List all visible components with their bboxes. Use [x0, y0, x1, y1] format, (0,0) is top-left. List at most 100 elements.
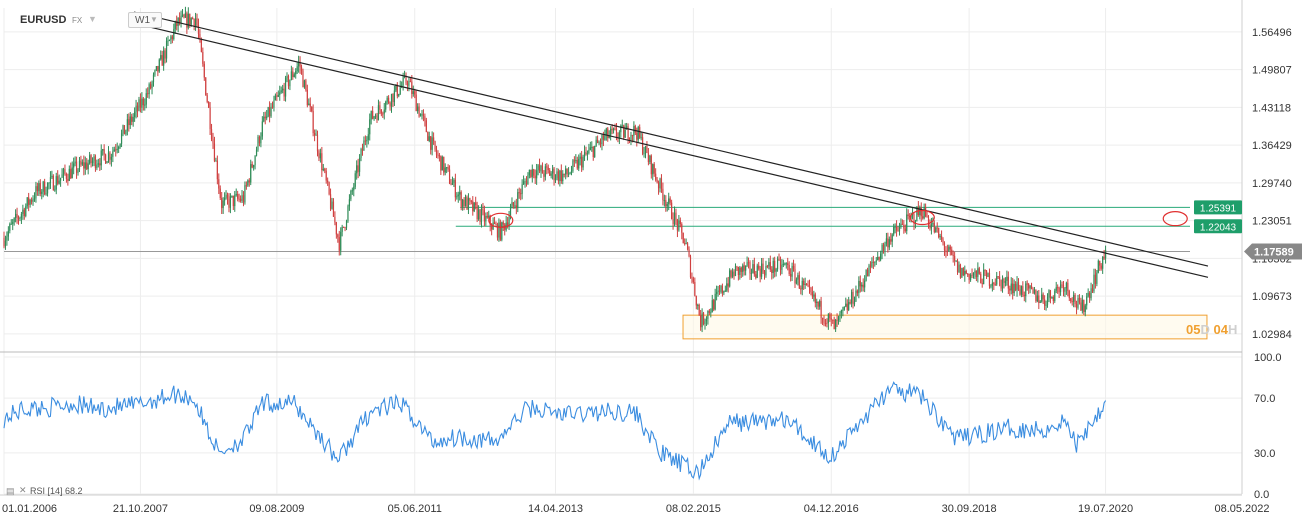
candle-body	[971, 274, 973, 276]
candle-body	[472, 201, 474, 212]
candle-body	[512, 202, 515, 206]
level-badge	[1194, 219, 1242, 234]
candle-body	[180, 15, 182, 23]
candle-body	[839, 313, 841, 317]
symbol-label[interactable]: EURUSD	[20, 14, 67, 26]
ellipse-marker	[1162, 211, 1188, 227]
candle-body	[312, 111, 314, 134]
x-tick-label: 01.01.2006	[2, 503, 57, 515]
candle-body	[771, 269, 773, 273]
candle-body	[422, 113, 425, 117]
candle-body	[999, 276, 1001, 280]
candle-body	[930, 224, 933, 229]
candle-body	[104, 154, 107, 164]
candle-body	[1059, 284, 1062, 293]
candle-body	[122, 125, 124, 134]
candle-body	[647, 153, 649, 163]
y-tick-label: 1.29740	[1252, 178, 1292, 190]
candle-body	[994, 284, 996, 286]
candle-body	[183, 14, 185, 18]
candle-body	[347, 206, 349, 222]
candle-body	[341, 226, 343, 232]
candle-body	[869, 265, 872, 267]
candle-body	[196, 18, 198, 26]
last-price-badge	[1244, 243, 1302, 260]
candle-body	[707, 310, 709, 319]
candle-body	[99, 163, 101, 166]
candle-body	[239, 198, 242, 202]
candle-body	[557, 171, 560, 181]
candle-body	[775, 269, 777, 272]
candle-body	[983, 269, 985, 285]
candle-body	[823, 319, 825, 323]
candle-body	[887, 238, 889, 248]
candle-body	[528, 169, 530, 176]
candle-body	[132, 116, 134, 122]
candle-body	[383, 109, 385, 114]
candle-body	[57, 176, 59, 184]
candle-body	[653, 164, 655, 174]
candle-body	[541, 165, 544, 174]
candle-body	[861, 284, 863, 287]
candle-body	[782, 263, 784, 265]
close-icon[interactable]: ✕	[19, 485, 27, 495]
candle-body	[141, 98, 143, 108]
candle-body	[176, 20, 178, 26]
x-tick-label: 19.07.2020	[1078, 503, 1133, 515]
candle-body	[805, 283, 808, 286]
candle-body	[1087, 292, 1089, 297]
candle-body	[515, 205, 517, 209]
period-selector[interactable]: W1	[128, 12, 162, 28]
candle-body	[649, 155, 651, 163]
candle-body	[210, 129, 213, 139]
candle-body	[219, 188, 221, 198]
candle-body	[679, 220, 681, 225]
candle-body	[856, 290, 858, 294]
y-tick-label: 1.56496	[1252, 27, 1292, 39]
candle-body	[386, 97, 388, 102]
candle-body	[389, 102, 391, 107]
candle-body	[763, 271, 766, 276]
candle-body	[595, 139, 597, 146]
candle-body	[743, 265, 745, 271]
candle-body	[552, 168, 554, 174]
candle-body	[948, 246, 950, 252]
candle-body	[579, 156, 581, 159]
candle-body	[438, 155, 441, 157]
indicator-settings-icon[interactable]: ▤	[6, 486, 15, 496]
candle-body	[943, 243, 946, 251]
candle-body	[151, 82, 153, 89]
candle-body	[103, 149, 105, 155]
candle-body	[255, 149, 258, 156]
candle-body	[736, 266, 738, 268]
candle-body	[482, 208, 484, 211]
price-badges: 1.25391 1.22043 1.17589	[1194, 200, 1302, 260]
candle-body	[205, 77, 207, 96]
candle-body	[678, 220, 680, 231]
candle-body	[300, 67, 303, 71]
candle-body	[592, 146, 594, 158]
chevron-down-icon[interactable]: ▼	[88, 14, 97, 24]
candle-body	[202, 51, 204, 64]
candle-body	[560, 170, 562, 182]
chevron-down-icon[interactable]: ▼	[150, 15, 158, 24]
candle-body	[12, 222, 14, 224]
candle-body	[615, 128, 618, 137]
candle-body	[1025, 283, 1027, 297]
candle-body	[949, 246, 951, 250]
candle-body	[1103, 256, 1105, 259]
candle-body	[367, 134, 369, 140]
candle-body	[46, 183, 49, 194]
candle-body	[923, 207, 925, 219]
candle-body	[521, 184, 523, 194]
candle-body	[569, 173, 571, 175]
candle-body	[1052, 297, 1054, 301]
candle-body	[343, 226, 345, 228]
rsi-tick-label: 0.0	[1254, 489, 1269, 501]
candle-body	[89, 155, 91, 164]
candle-body	[920, 207, 922, 217]
candle-body	[578, 158, 580, 169]
candle-body	[149, 84, 152, 89]
candle-body	[163, 50, 165, 66]
